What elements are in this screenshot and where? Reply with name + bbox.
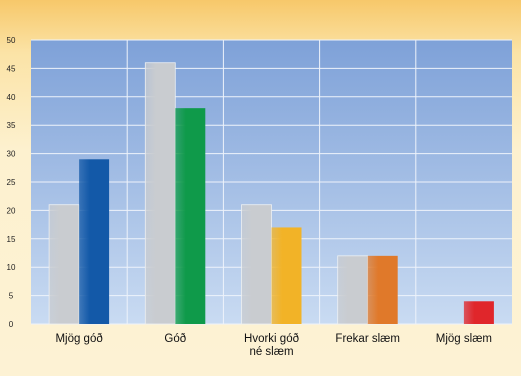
x-axis-categories: Mjög góð Góð Hvorki góð né slæm Frekar slæm M… [55,333,492,358]
y-tick-label: 45 [7,64,16,73]
y-tick-label: 15 [7,235,16,244]
bar [48,204,80,325]
y-axis-ticks: 0 5 10 15 20 25 30 35 40 45 50 [7,36,16,329]
bar [337,255,369,325]
bar [79,159,110,324]
bar [271,227,302,324]
bar [463,301,494,324]
x-category-label: Mjög slæm [436,333,492,345]
bar [367,255,398,324]
y-tick-label: 30 [7,150,16,159]
x-category-label: Hvorki góð né slæm [244,333,299,358]
y-tick-label: 5 [9,292,14,301]
x-category-label: Frekar slæm [335,333,400,345]
bar [175,108,206,324]
bars [48,62,494,325]
y-tick-label: 50 [7,36,16,45]
y-tick-label: 10 [7,263,16,272]
y-tick-label: 0 [9,320,14,329]
y-tick-label: 25 [7,178,16,187]
y-tick-label: 40 [7,93,16,102]
y-tick-label: 35 [7,121,16,130]
y-tick-label: 20 [7,206,16,215]
x-category-label: Mjög góð [55,333,102,345]
bar [144,62,176,325]
x-category-label: Góð [164,333,186,345]
bar [241,204,272,325]
